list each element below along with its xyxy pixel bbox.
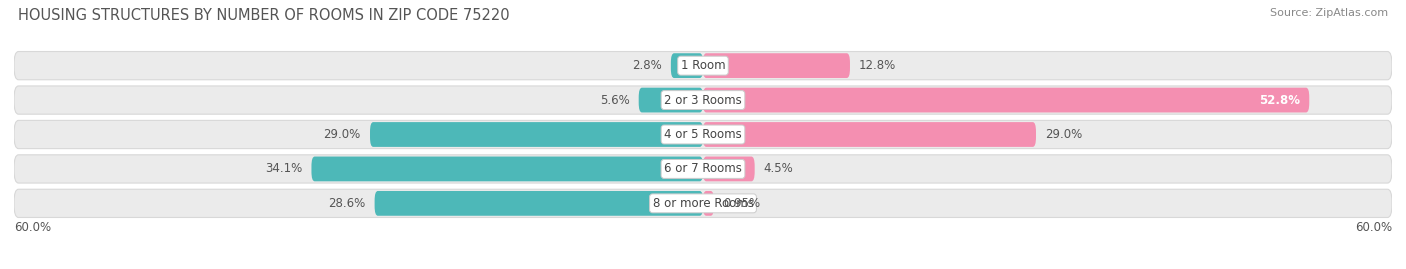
Text: 1 Room: 1 Room: [681, 59, 725, 72]
Text: HOUSING STRUCTURES BY NUMBER OF ROOMS IN ZIP CODE 75220: HOUSING STRUCTURES BY NUMBER OF ROOMS IN…: [18, 8, 510, 23]
Text: 5.6%: 5.6%: [600, 94, 630, 107]
Text: 29.0%: 29.0%: [323, 128, 361, 141]
Text: 2.8%: 2.8%: [631, 59, 662, 72]
FancyBboxPatch shape: [14, 155, 1392, 183]
FancyBboxPatch shape: [14, 86, 1392, 114]
Text: 0.95%: 0.95%: [723, 197, 761, 210]
FancyBboxPatch shape: [703, 53, 851, 78]
Text: 8 or more Rooms: 8 or more Rooms: [652, 197, 754, 210]
Text: 28.6%: 28.6%: [328, 197, 366, 210]
Text: 60.0%: 60.0%: [14, 221, 51, 234]
Text: 4.5%: 4.5%: [763, 162, 793, 175]
Text: 52.8%: 52.8%: [1260, 94, 1301, 107]
FancyBboxPatch shape: [703, 191, 714, 216]
FancyBboxPatch shape: [370, 122, 703, 147]
FancyBboxPatch shape: [14, 121, 1392, 148]
FancyBboxPatch shape: [703, 157, 755, 181]
Text: 4 or 5 Rooms: 4 or 5 Rooms: [664, 128, 742, 141]
Text: 29.0%: 29.0%: [1045, 128, 1083, 141]
FancyBboxPatch shape: [312, 157, 703, 181]
Text: 12.8%: 12.8%: [859, 59, 897, 72]
FancyBboxPatch shape: [671, 53, 703, 78]
FancyBboxPatch shape: [638, 88, 703, 112]
FancyBboxPatch shape: [703, 88, 1309, 112]
FancyBboxPatch shape: [14, 52, 1392, 80]
FancyBboxPatch shape: [14, 189, 1392, 217]
Text: 34.1%: 34.1%: [264, 162, 302, 175]
Text: Source: ZipAtlas.com: Source: ZipAtlas.com: [1270, 8, 1388, 18]
Text: 60.0%: 60.0%: [1355, 221, 1392, 234]
Text: 2 or 3 Rooms: 2 or 3 Rooms: [664, 94, 742, 107]
FancyBboxPatch shape: [374, 191, 703, 216]
FancyBboxPatch shape: [703, 122, 1036, 147]
Text: 6 or 7 Rooms: 6 or 7 Rooms: [664, 162, 742, 175]
